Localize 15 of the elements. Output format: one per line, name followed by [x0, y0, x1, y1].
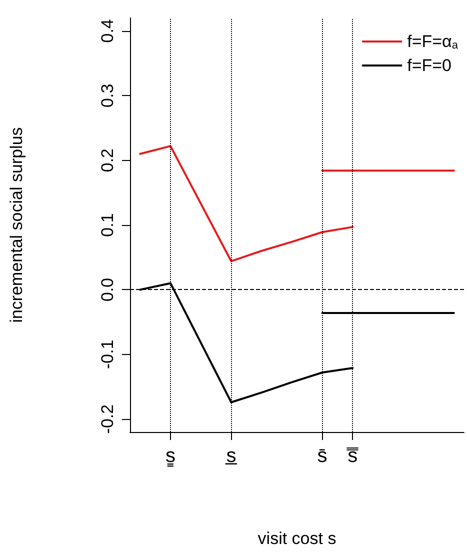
y-tick-label: -0.1 [98, 340, 117, 370]
y-tick-label: 0.0 [98, 278, 117, 302]
y-tick-label: -0.2 [98, 404, 117, 434]
y-tick-label: 0.3 [98, 84, 117, 108]
x-tick-label: s̳ [165, 445, 176, 468]
y-axis-title: incremental social surplus [7, 127, 26, 323]
legend-label: f=F=0 [407, 56, 452, 75]
x-tick-label: s̲ [225, 445, 238, 467]
x-axis-title: visit cost s [258, 529, 336, 548]
line-series [139, 145, 354, 262]
x-tick-label: s̿ [346, 445, 359, 467]
y-tick-label: 0.4 [98, 19, 117, 43]
y-tick-label: 0.1 [98, 213, 117, 237]
y-tick-label: 0.2 [98, 148, 117, 172]
x-tick-label: s̄ [317, 445, 328, 467]
